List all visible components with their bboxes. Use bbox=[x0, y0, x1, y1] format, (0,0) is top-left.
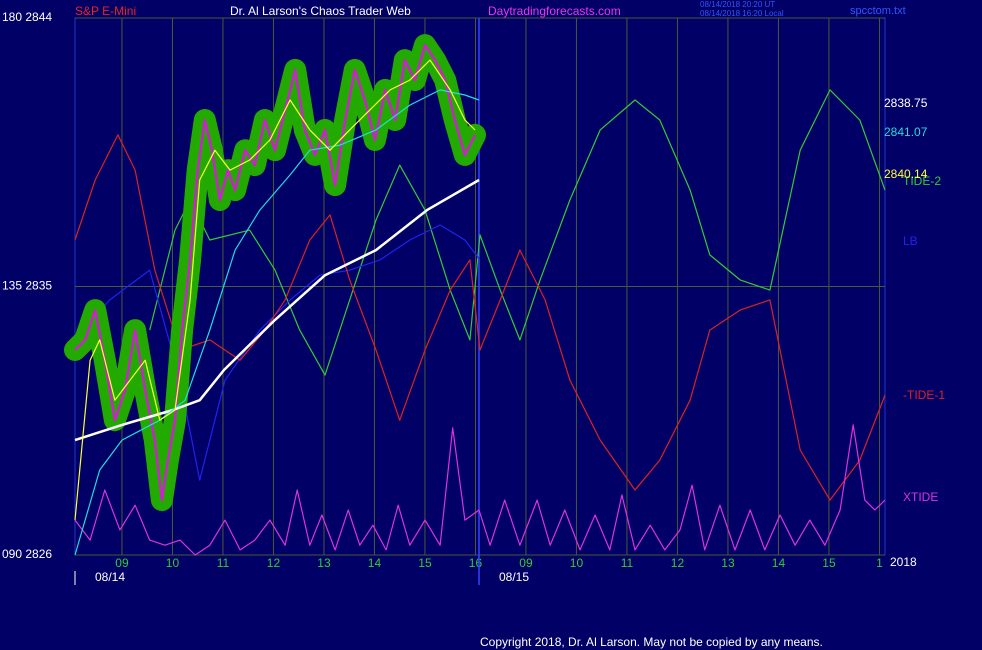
x-tick-label: 12 bbox=[671, 556, 685, 570]
date-label: 08/15 bbox=[499, 570, 529, 584]
series-line bbox=[74, 134, 886, 501]
x-tick-label: 1 bbox=[876, 556, 883, 570]
series-line bbox=[74, 89, 480, 556]
x-tick-label: 13 bbox=[317, 556, 331, 570]
x-tick-label: 15 bbox=[822, 556, 836, 570]
series-line bbox=[74, 59, 476, 521]
file-name: spcctom.txt bbox=[850, 5, 906, 17]
series-line bbox=[74, 424, 886, 556]
x-tick-label: 13 bbox=[721, 556, 735, 570]
last-value-label: 2841.07 bbox=[884, 125, 928, 139]
x-tick-label: 09 bbox=[115, 556, 129, 570]
x-tick-label: 10 bbox=[570, 556, 584, 570]
y-tick-label: 135 2835 bbox=[2, 279, 52, 293]
x-tick-label: 11 bbox=[217, 556, 230, 570]
series-label: -TIDE-1 bbox=[903, 388, 945, 402]
x-tick-label: 14 bbox=[772, 556, 786, 570]
timestamp: 08/14/2018 20:20 UT bbox=[700, 0, 775, 9]
series-label: XTIDE bbox=[903, 490, 938, 504]
x-tick-label: 10 bbox=[166, 556, 180, 570]
y-tick-label: 090 2826 bbox=[2, 547, 52, 561]
x-tick-label: 14 bbox=[368, 556, 382, 570]
copyright: Copyright 2018, Dr. Al Larson. May not b… bbox=[480, 635, 823, 649]
x-tick-label: 12 bbox=[267, 556, 281, 570]
last-value-label: 2840.14 bbox=[884, 167, 928, 181]
x-tick-label: 09 bbox=[519, 556, 533, 570]
chart-title: Dr. Al Larson's Chaos Trader Web bbox=[230, 4, 411, 18]
year: 2018 bbox=[890, 555, 917, 569]
x-tick-label: 15 bbox=[418, 556, 432, 570]
date-label: 08/14 bbox=[95, 570, 125, 584]
series-line bbox=[74, 43, 477, 502]
series-label: TIDE-2 bbox=[903, 174, 941, 188]
series-line bbox=[74, 224, 481, 481]
series-line bbox=[149, 89, 886, 376]
x-tick-label: 11 bbox=[621, 556, 634, 570]
series-label: LB bbox=[903, 234, 918, 248]
instrument: S&P E-Mini bbox=[75, 4, 136, 18]
timestamp: 08/14/2018 16:20 Local bbox=[700, 9, 784, 18]
series-line bbox=[74, 178, 480, 442]
x-tick-label: 16 bbox=[469, 556, 483, 570]
last-value-label: 2838.75 bbox=[884, 96, 928, 110]
y-tick-label: 180 2844 bbox=[2, 10, 52, 24]
site: Daytradingforecasts.com bbox=[488, 4, 621, 18]
